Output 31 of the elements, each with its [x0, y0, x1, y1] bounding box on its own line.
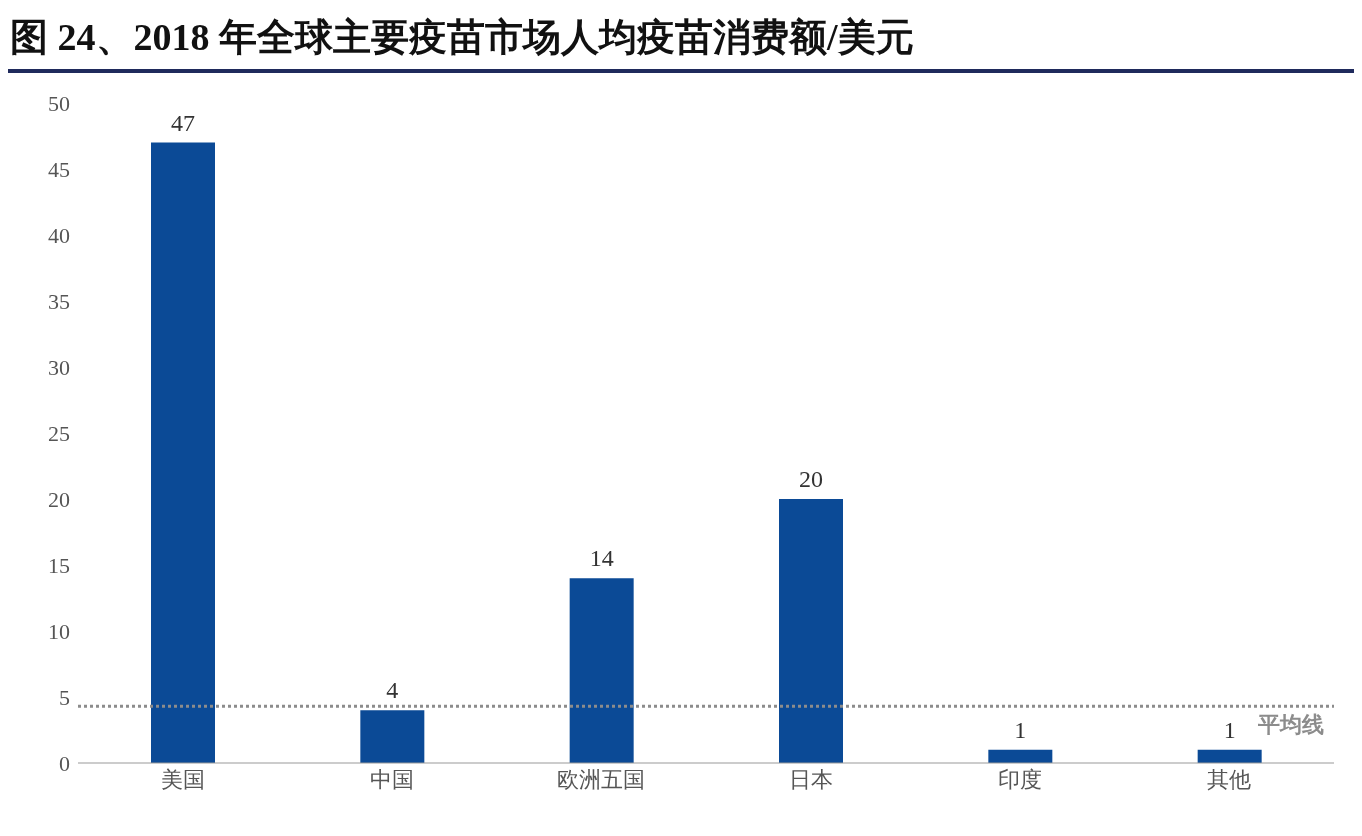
x-tick-label: 欧洲五国: [557, 766, 646, 792]
y-tick-label: 25: [48, 420, 70, 446]
x-tick-label: 中国: [370, 766, 414, 792]
data-label: 4: [386, 677, 399, 704]
bar: [569, 578, 634, 763]
y-tick-label: 50: [48, 90, 70, 116]
data-label: 20: [799, 466, 823, 492]
y-tick-label: 0: [59, 750, 70, 776]
data-label: 47: [171, 109, 195, 136]
x-tick-label: 其他: [1207, 766, 1252, 792]
data-label: 1: [1014, 716, 1027, 743]
bar: [779, 499, 843, 763]
x-tick-label: 印度: [998, 766, 1042, 792]
data-label: 14: [589, 545, 614, 572]
bar: [988, 749, 1053, 763]
y-tick-label: 45: [48, 156, 70, 182]
y-tick-label: 35: [48, 288, 70, 314]
bar: [151, 142, 215, 763]
ref-line-label: 平均线: [1257, 711, 1324, 737]
bar: [360, 710, 425, 763]
x-tick-label: 日本: [788, 766, 833, 792]
y-tick-label: 30: [48, 354, 70, 380]
bar: [1197, 749, 1262, 763]
x-tick-label: 美国: [160, 766, 205, 792]
y-tick-label: 15: [48, 552, 70, 578]
chart-title: 图 24、2018 年全球主要疫苗市场人均疫苗消费额/美元: [8, 8, 1354, 73]
y-tick-label: 40: [48, 222, 70, 248]
y-tick-label: 5: [59, 684, 70, 710]
y-tick-label: 10: [48, 618, 70, 644]
y-tick-label: 20: [48, 486, 70, 512]
data-label: 1: [1223, 716, 1236, 743]
